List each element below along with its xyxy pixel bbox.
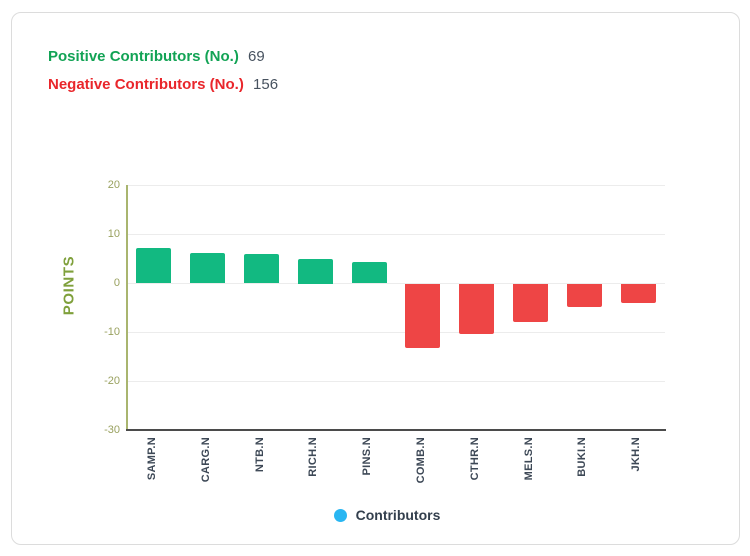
bar-SAMP.N[interactable] [136, 248, 171, 283]
x-axis-tick-label: CARG.N [200, 437, 212, 483]
y-axis-line [126, 185, 128, 431]
y-axis-tick-label: 20 [107, 179, 120, 191]
y-axis-title: POINTS [60, 255, 78, 316]
gridline [127, 185, 665, 186]
x-axis-tick-label: SAMP.N [146, 437, 158, 481]
bar-PINS.N[interactable] [352, 262, 387, 283]
chart-legend[interactable]: Contributors [12, 507, 750, 523]
positive-contributors-count: 69 [248, 48, 265, 65]
y-axis-tick-label: 10 [107, 228, 120, 240]
positive-contributors-label: Positive Contributors (No.) [48, 48, 239, 65]
y-axis-tick-label: -10 [104, 326, 120, 338]
gridline [127, 381, 665, 382]
legend-marker-icon [333, 508, 347, 522]
gridline [127, 332, 665, 333]
bar-NTB.N[interactable] [244, 254, 279, 283]
bar-CARG.N[interactable] [190, 253, 225, 283]
gridline [127, 234, 665, 235]
legend-label: Contributors [355, 507, 441, 523]
negative-contributors-line: Negative Contributors (No.) 156 [48, 77, 278, 93]
gridline [127, 283, 665, 284]
negative-contributors-label: Negative Contributors (No.) [48, 76, 244, 93]
bar-COMB.N[interactable] [405, 284, 440, 348]
x-axis-tick-label: CTHR.N [469, 437, 481, 481]
x-axis-tick-label: BUKI.N [576, 437, 588, 477]
chart-header: Positive Contributors (No.) 69 Negative … [48, 49, 278, 105]
y-axis-tick-label: -30 [104, 424, 120, 436]
y-axis-tick-label: 0 [113, 277, 120, 289]
x-axis-tick-label: MELS.N [523, 437, 535, 481]
x-axis-line [126, 429, 666, 431]
x-axis-tick-label: RICH.N [307, 437, 319, 477]
bar-RICH.N[interactable] [298, 259, 333, 284]
bar-CTHR.N[interactable] [459, 284, 494, 334]
negative-contributors-count: 156 [253, 76, 279, 93]
x-axis-tick-label: NTB.N [254, 437, 266, 473]
y-axis-tick-label: -20 [104, 375, 120, 387]
x-axis-tick-label: COMB.N [415, 437, 427, 484]
bar-BUKI.N[interactable] [567, 284, 602, 307]
contributors-card: Positive Contributors (No.) 69 Negative … [11, 12, 740, 545]
positive-contributors-line: Positive Contributors (No.) 69 [48, 49, 278, 65]
x-axis-tick-label: JKH.N [630, 437, 642, 472]
contributors-bar-chart: POINTS 20 10 0 -10 -20 -30 SAMP.N CARG.N NTB.N RI… [12, 13, 750, 556]
x-axis-tick-label: PINS.N [361, 437, 373, 476]
bar-MELS.N[interactable] [513, 284, 548, 322]
bar-JKH.N[interactable] [621, 284, 656, 303]
